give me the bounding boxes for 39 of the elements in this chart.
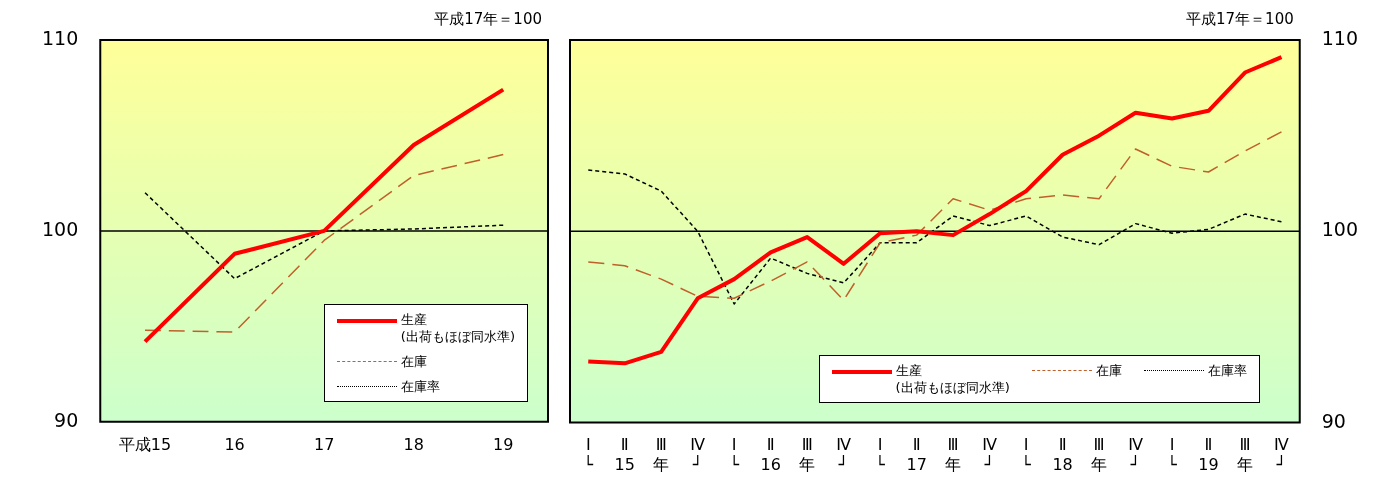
x-tick-label: 17 [313,434,335,454]
x-tick-label: Ⅰ └ [729,435,740,474]
x-tick-label: 平成15 [118,434,172,454]
x-tick-label: 19 [493,434,514,454]
x-tick-label: Ⅳ ┘ [690,435,706,474]
x-tick-label: 16 [224,434,245,454]
x-tick-label: Ⅱ 15 [614,435,635,474]
legend-label: 在庫率 [1207,361,1247,379]
x-tick-label: Ⅱ 17 [906,435,927,474]
x-tick-label: Ⅳ ┘ [982,435,998,474]
x-tick-label: Ⅰ └ [1167,435,1178,474]
x-tick-label: Ⅱ 18 [1052,435,1073,474]
chart-subtitle: 平成17年＝100 [434,10,542,29]
x-tick-label: Ⅲ 年 [945,435,962,474]
x-tick-label: Ⅲ 年 [1091,435,1108,474]
y-tick-label: 90 [54,408,79,431]
x-tick-label: Ⅳ ┘ [1128,435,1144,474]
y2-tick-label: 100 [1321,218,1358,241]
x-tick-label: Ⅲ 年 [1237,435,1253,474]
x-tick-label: Ⅰ └ [583,435,594,474]
legend-label: 生産 (出荷もほぼ同水準) [895,361,1010,396]
x-tick-label: Ⅰ └ [1021,435,1032,474]
x-tick-label: Ⅲ 年 [653,435,670,474]
y-tick-label: 100 [42,217,79,240]
x-tick-label: Ⅳ ┘ [1274,435,1290,474]
x-tick-label: 18 [403,434,424,454]
legend-label: 在庫 [400,352,427,370]
y-tick-label: 110 [42,26,79,49]
y2-tick-label: 90 [1321,409,1346,432]
x-tick-label: Ⅳ ┘ [836,435,852,474]
legend-label: 在庫率 [400,377,440,395]
x-tick-label: Ⅱ 16 [760,435,781,474]
legend-label: 生産 (出荷もほぼ同水準) [400,310,515,345]
chart-subtitle: 平成17年＝100 [1186,10,1294,29]
x-tick-label: Ⅰ └ [875,435,886,474]
x-tick-label: Ⅱ 19 [1198,435,1219,474]
y2-tick-label: 110 [1321,26,1358,49]
legend-label: 在庫 [1095,361,1122,379]
x-tick-label: Ⅲ 年 [799,435,816,474]
